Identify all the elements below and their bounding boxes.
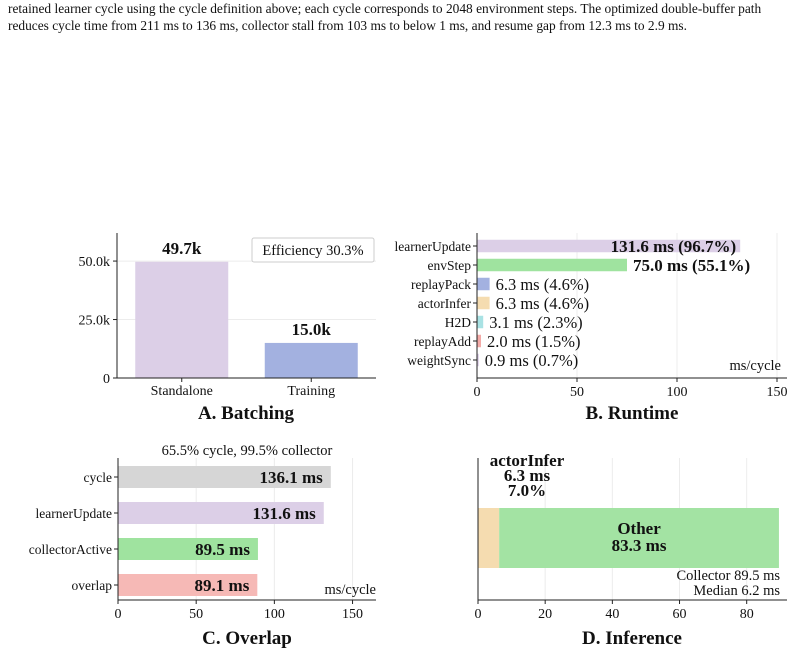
x-tick-label: 60 xyxy=(673,607,687,622)
bar-weightsync xyxy=(477,353,479,367)
bar-overlap xyxy=(118,574,258,596)
unit-label: ms/cycle xyxy=(324,582,376,598)
figure-caption: retained learner cycle using the cycle d… xyxy=(8,0,798,34)
x-tick-label: 100 xyxy=(264,607,285,622)
x-tick-label: 80 xyxy=(740,607,754,622)
y-tick-label: H2D xyxy=(445,315,471,330)
bar-standalone xyxy=(135,261,229,378)
x-tick-label: 0 xyxy=(475,607,482,622)
segment-name-label: actorInfer xyxy=(490,451,565,470)
bar-value-label: 89.1 ms xyxy=(195,576,250,595)
bar-training xyxy=(264,342,358,378)
bar-cycle xyxy=(118,466,331,488)
y-tick-label: weightSync xyxy=(407,353,471,368)
segment-actorinfer xyxy=(478,508,500,568)
x-tick-label: 40 xyxy=(605,607,619,622)
x-tick-label: 50 xyxy=(570,385,584,400)
y-tick-label: 0 xyxy=(103,372,110,387)
panel-title: C. Overlap xyxy=(202,628,292,649)
bar-envstep xyxy=(477,258,627,272)
y-tick-label: replayAdd xyxy=(414,334,471,349)
bar-replayadd xyxy=(477,334,481,348)
y-tick-label: 25.0k xyxy=(79,314,111,329)
collector-note: Collector 89.5 ms xyxy=(676,568,780,584)
x-tick-label: Training xyxy=(287,384,335,399)
x-tick-label: 50 xyxy=(189,607,203,622)
bar-value-label: 131.6 ms (96.7%) xyxy=(611,237,737,256)
y-tick-label: 50.0k xyxy=(79,255,111,270)
panel-subtitle: 65.5% cycle, 99.5% collector xyxy=(162,443,333,459)
segment-other xyxy=(499,508,779,568)
x-tick-label: 0 xyxy=(474,385,481,400)
bar-value-label: 2.0 ms (1.5%) xyxy=(487,332,581,351)
y-tick-label: actorInfer xyxy=(418,296,472,311)
x-tick-label: 150 xyxy=(342,607,363,622)
bar-value-label: 6.3 ms (4.6%) xyxy=(496,294,589,313)
y-tick-label: collectorActive xyxy=(29,542,112,557)
bar-value-label: 3.1 ms (2.3%) xyxy=(489,313,583,332)
panel-title: D. Inference xyxy=(582,628,682,649)
y-tick-label: envStep xyxy=(428,258,472,273)
median-note: Median 6.2 ms xyxy=(693,583,780,599)
x-tick-label: 150 xyxy=(767,385,788,400)
panel-title: A. Batching xyxy=(198,403,295,424)
bar-value-label: 75.0 ms (55.1%) xyxy=(633,256,750,275)
bar-value-label: 49.7k xyxy=(162,239,202,258)
bar-replaypack xyxy=(477,277,490,291)
y-tick-label: overlap xyxy=(72,578,113,593)
bar-learnerupdate xyxy=(118,502,324,524)
bar-value-label: 15.0k xyxy=(292,320,332,339)
x-tick-label: Standalone xyxy=(151,384,213,399)
y-tick-label: cycle xyxy=(84,470,112,485)
bar-value-label: 6.3 ms (4.6%) xyxy=(496,275,589,294)
segment-value-label: 6.3 ms xyxy=(504,466,551,485)
unit-label: ms/cycle xyxy=(729,358,781,374)
efficiency-annotation: Efficiency 30.3% xyxy=(262,243,363,259)
bar-h2d xyxy=(477,315,484,329)
segment-pct-label: 7.0% xyxy=(508,481,546,500)
bar-value-label: 0.9 ms (0.7%) xyxy=(485,351,579,370)
y-tick-label: replayPack xyxy=(411,277,471,292)
x-tick-label: 0 xyxy=(115,607,122,622)
bar-collectoractive xyxy=(118,538,258,560)
caption-text: retained learner cycle using the cycle d… xyxy=(8,1,762,33)
segment-value-label: 83.3 ms xyxy=(612,536,667,555)
panel-title: B. Runtime xyxy=(586,403,679,424)
bar-value-label: 131.6 ms xyxy=(252,504,316,523)
x-tick-label: 20 xyxy=(538,607,552,622)
bar-learnerupdate xyxy=(477,239,741,253)
efficiency-box xyxy=(251,237,375,263)
bar-value-label: 136.1 ms xyxy=(260,468,324,487)
segment-name-label: Other xyxy=(617,519,661,538)
x-tick-label: 100 xyxy=(667,385,688,400)
y-tick-label: learnerUpdate xyxy=(36,506,112,521)
y-tick-label: learnerUpdate xyxy=(395,239,471,254)
bar-actorinfer xyxy=(477,296,490,310)
bar-value-label: 89.5 ms xyxy=(195,540,250,559)
